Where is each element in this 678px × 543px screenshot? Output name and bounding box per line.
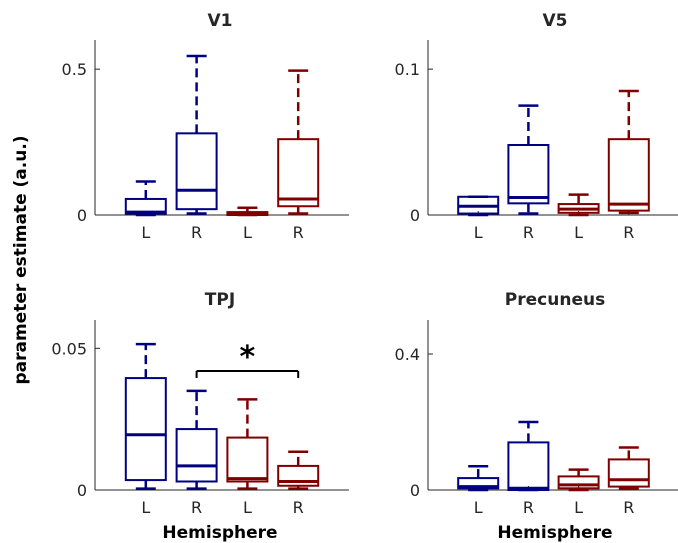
x-axis-label: Hemisphere xyxy=(162,523,277,543)
box-body xyxy=(507,441,550,491)
y-tick-label: 0.1 xyxy=(395,60,420,79)
x-tick-label: R xyxy=(191,498,202,517)
box-body xyxy=(124,377,167,482)
y-tick-label: 0 xyxy=(410,206,420,225)
panel-precuneus: Precuneus Hemisphere 0 0.4 L R L R xyxy=(395,290,678,543)
panel-title: Precuneus xyxy=(505,290,605,310)
y-axis-label: parameter estimate (a.u.) xyxy=(11,135,31,384)
y-tick-label: 0.5 xyxy=(62,60,87,79)
panel-v1: V1 0 0.5 L R L R xyxy=(62,11,349,242)
box-body xyxy=(226,436,269,483)
box-body xyxy=(607,458,650,488)
x-tick-label: R xyxy=(523,498,534,517)
box-body xyxy=(277,464,320,487)
y-tick-label: 0 xyxy=(77,481,87,500)
panel-title: TPJ xyxy=(205,290,235,310)
box-body xyxy=(607,138,650,212)
panel-v5: V5 0 0.1 L R L R xyxy=(395,11,678,242)
panel-title: V1 xyxy=(208,11,233,31)
y-tick-label: 0 xyxy=(77,206,87,225)
box-body xyxy=(277,138,320,208)
x-tick-label: L xyxy=(243,498,252,517)
panel-tpj: TPJ Hemisphere 0 0.05 L R L R * xyxy=(51,290,349,543)
x-tick-label: L xyxy=(243,223,252,242)
x-tick-label: L xyxy=(141,498,150,517)
x-axis-label: Hemisphere xyxy=(497,523,612,543)
x-tick-label: L xyxy=(474,223,483,242)
y-tick-label: 0.05 xyxy=(51,339,87,358)
x-tick-label: L xyxy=(574,498,583,517)
x-tick-label: L xyxy=(574,223,583,242)
x-tick-label: R xyxy=(523,223,534,242)
x-tick-label: R xyxy=(191,223,202,242)
box-body xyxy=(175,132,218,211)
y-tick-label: 0.4 xyxy=(395,345,420,364)
x-tick-label: R xyxy=(623,498,634,517)
y-tick-label: 0 xyxy=(410,481,420,500)
panel-title: V5 xyxy=(543,11,568,31)
box-body xyxy=(457,477,500,490)
box-body xyxy=(175,428,218,483)
box-body xyxy=(507,144,550,205)
x-tick-label: R xyxy=(293,223,304,242)
box-body xyxy=(557,475,600,490)
x-tick-label: L xyxy=(474,498,483,517)
significance-marker: * xyxy=(240,340,256,375)
x-tick-label: R xyxy=(623,223,634,242)
x-tick-label: L xyxy=(141,223,150,242)
x-tick-label: R xyxy=(293,498,304,517)
